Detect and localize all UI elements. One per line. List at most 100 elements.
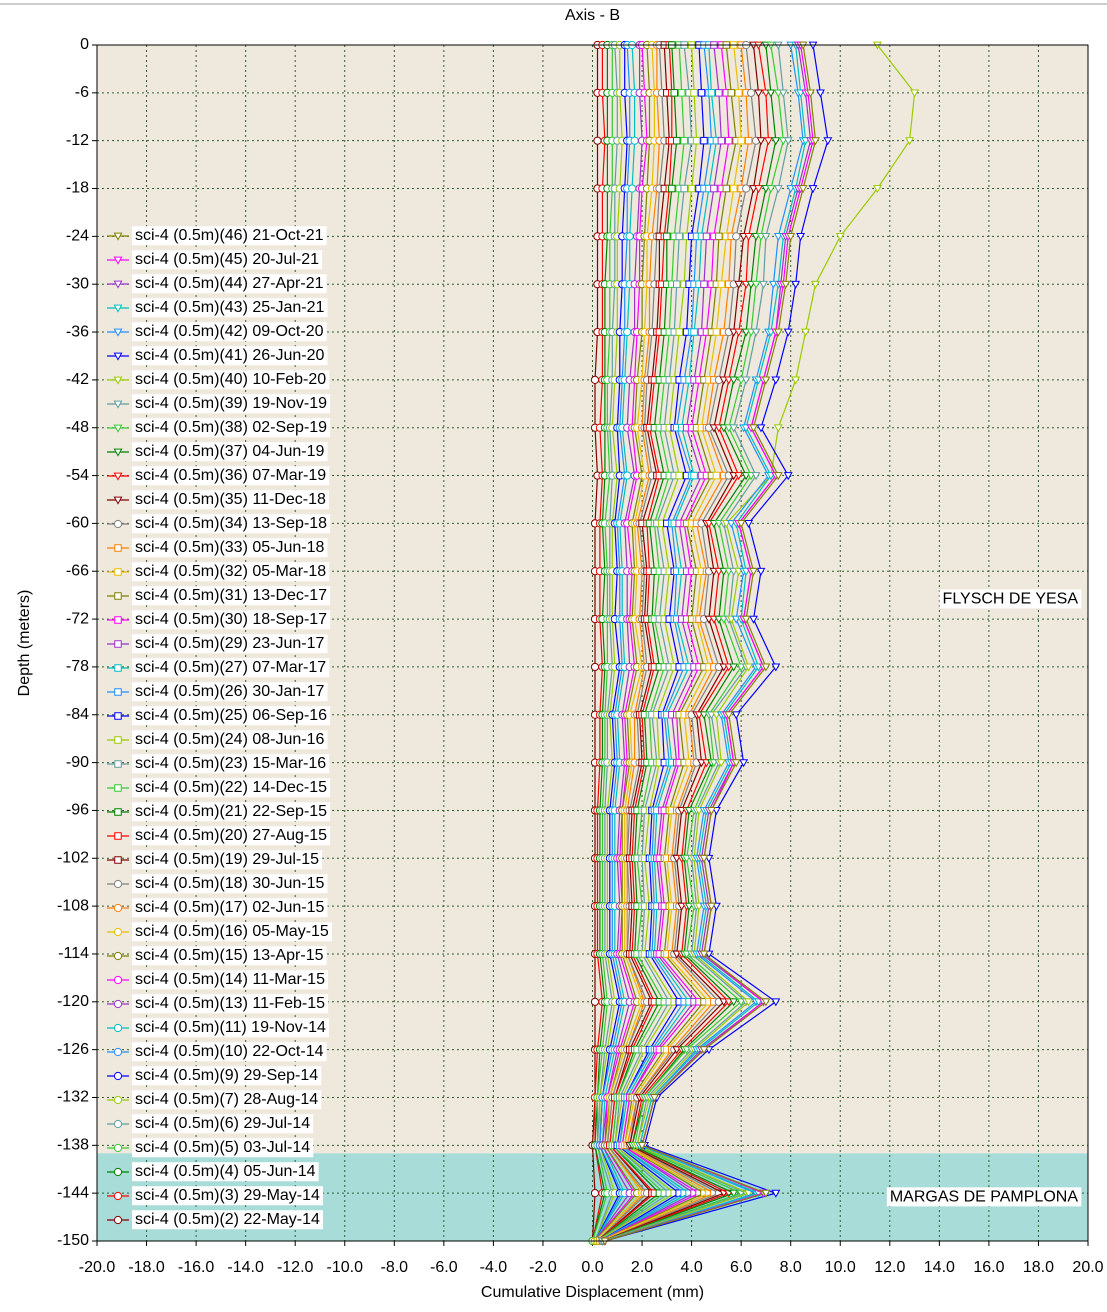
x-tick-label: -12.0 (277, 1259, 314, 1276)
legend-label: sci-4 (0.5m)(32) 05-Mar-18 (135, 563, 326, 580)
marker (773, 472, 783, 481)
marker (811, 280, 820, 289)
marker (114, 736, 122, 744)
marker (625, 232, 634, 241)
legend-box (132, 802, 331, 822)
marker (680, 184, 688, 193)
marker (706, 902, 716, 911)
legend-label: sci-4 (0.5m)(33) 05-Jun-18 (135, 539, 325, 556)
legend-label: sci-4 (0.5m)(19) 29-Jul-15 (135, 851, 319, 868)
legend-box (132, 730, 328, 750)
marker (754, 89, 763, 98)
marker (761, 376, 771, 385)
marker (113, 999, 123, 1009)
marker (715, 89, 723, 97)
marker (739, 759, 749, 768)
marker (749, 615, 758, 624)
marker (783, 472, 793, 481)
marker (751, 472, 761, 481)
marker (114, 688, 122, 696)
marker (700, 280, 708, 288)
legend-box (132, 466, 330, 486)
y-tick-label: -144 (57, 1184, 89, 1201)
series-line (594, 45, 623, 1242)
legend-box (132, 418, 331, 438)
legend-box (132, 1042, 327, 1062)
marker (771, 998, 781, 1007)
marker (729, 376, 739, 385)
series (600, 41, 920, 1246)
y-tick-label: -78 (66, 658, 89, 675)
marker (763, 137, 773, 146)
marker (749, 567, 758, 576)
series-line (604, 44, 817, 1242)
marker (114, 808, 122, 816)
marker (729, 663, 739, 672)
marker (699, 1046, 709, 1055)
marker (791, 280, 801, 289)
x-tick-label: -14.0 (227, 1259, 264, 1276)
marker (649, 1094, 659, 1103)
marker (113, 1191, 123, 1201)
marker (731, 711, 741, 720)
legend-label: sci-4 (0.5m)(4) 05-Jun-14 (135, 1163, 316, 1180)
marker (751, 328, 761, 337)
y-tick-label: -102 (57, 849, 89, 866)
legend-box (132, 1066, 322, 1086)
x-tick-label: 16.0 (973, 1259, 1004, 1276)
series-line (604, 44, 807, 1242)
legend-box (132, 442, 328, 462)
marker (744, 136, 753, 145)
legend-box (132, 826, 331, 846)
series-line (599, 44, 737, 1242)
x-tick-label: 6.0 (730, 1259, 752, 1276)
marker (113, 519, 123, 529)
marker (114, 856, 122, 864)
marker (761, 998, 771, 1007)
series-line (594, 44, 618, 1242)
marker (729, 424, 739, 433)
legend-box (132, 250, 323, 270)
legend-label: sci-4 (0.5m)(40) 10-Feb-20 (135, 371, 326, 388)
legend-box (132, 778, 331, 798)
marker (113, 472, 123, 481)
y-tick-label: -72 (66, 610, 89, 627)
marker (749, 424, 758, 433)
legend-label: sci-4 (0.5m)(9) 29-Sep-14 (135, 1067, 318, 1084)
plot-frame (96, 44, 1089, 1242)
marker (593, 136, 602, 145)
marker (798, 185, 808, 194)
series-line (591, 45, 608, 1242)
series-line (602, 44, 757, 1242)
y-tick-label: -108 (57, 897, 89, 914)
marker (590, 375, 600, 384)
marker (724, 711, 734, 720)
series-line (602, 44, 770, 1242)
legend-box (132, 1114, 314, 1134)
marker (114, 616, 122, 624)
marker (699, 950, 709, 959)
marker (113, 1167, 123, 1177)
legend-label: sci-4 (0.5m)(43) 25-Jan-21 (135, 299, 325, 316)
marker (766, 185, 776, 194)
marker (835, 232, 845, 241)
legend-label: sci-4 (0.5m)(41) 26-Jun-20 (135, 347, 325, 364)
marker (630, 136, 639, 145)
legend-label: sci-4 (0.5m)(35) 11-Dec-18 (135, 491, 326, 508)
y-tick-label: -48 (66, 419, 89, 436)
legend-label: sci-4 (0.5m)(36) 07-Mar-19 (135, 467, 326, 484)
marker (675, 232, 683, 241)
marker (113, 1143, 123, 1153)
marker (746, 88, 756, 97)
y-tick-label: -120 (57, 993, 89, 1010)
marker (113, 879, 123, 889)
marker (744, 520, 754, 529)
marker (113, 1047, 123, 1057)
legend-box (132, 1162, 319, 1182)
legend-box (132, 682, 328, 702)
series-line (602, 44, 762, 1242)
title-box (561, 6, 624, 26)
marker (700, 136, 708, 145)
legend-label: sci-4 (0.5m)(22) 14-Dec-15 (135, 779, 327, 796)
